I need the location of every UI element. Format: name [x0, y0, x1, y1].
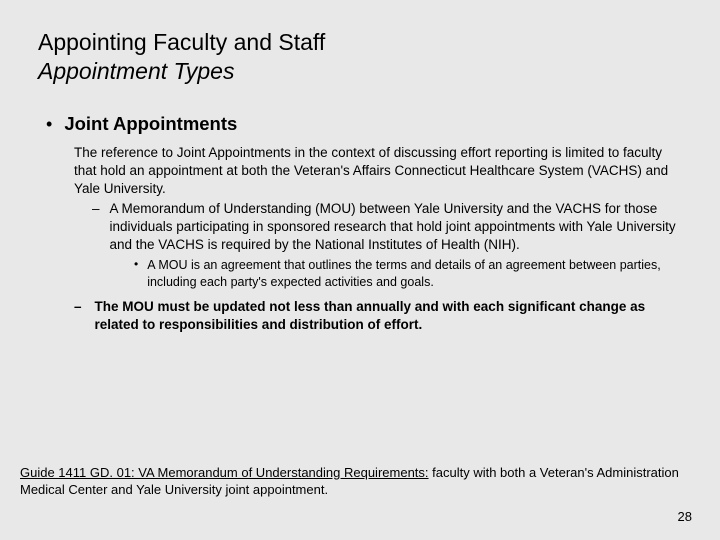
bullet-dot-icon: •	[46, 112, 52, 137]
title-line-1: Appointing Faculty and Staff	[38, 28, 682, 57]
page-number: 28	[678, 509, 692, 524]
sub-sub-item-1-text: A MOU is an agreement that outlines the …	[147, 257, 682, 290]
sub-item-1: – A Memorandum of Understanding (MOU) be…	[92, 200, 682, 253]
sub-item-2-text: The MOU must be updated not less than an…	[95, 298, 682, 334]
footer-reference: Guide 1411 GD. 01: VA Memorandum of Unde…	[20, 464, 682, 498]
main-heading: Joint Appointments	[64, 112, 237, 137]
sub-item-1-text: A Memorandum of Understanding (MOU) betw…	[110, 200, 682, 253]
title-line-2: Appointment Types	[38, 57, 682, 86]
main-bullet: • Joint Appointments	[46, 112, 682, 137]
guide-link[interactable]: Guide 1411 GD. 01: VA Memorandum of Unde…	[20, 465, 429, 480]
dash-icon: –	[74, 298, 82, 334]
sub-sub-item-1: • A MOU is an agreement that outlines th…	[134, 257, 682, 290]
bullet-dot-icon: •	[134, 257, 138, 290]
sub-item-2: – The MOU must be updated not less than …	[74, 298, 682, 334]
intro-paragraph: The reference to Joint Appointments in t…	[74, 144, 682, 197]
dash-icon: –	[92, 200, 100, 253]
